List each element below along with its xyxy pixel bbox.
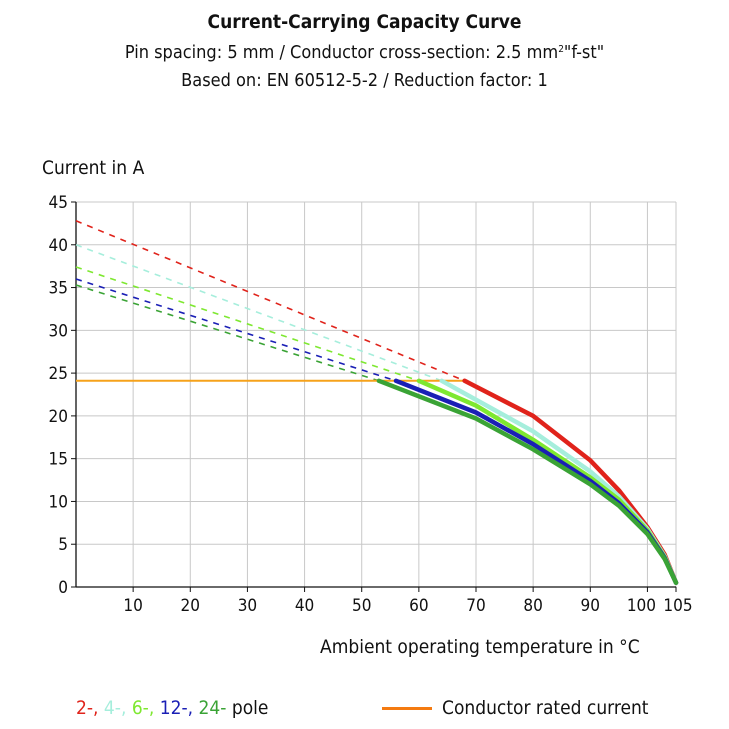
legend-pole-suffix: pole (231, 697, 269, 719)
x-tick-label: 30 (238, 596, 257, 616)
series-12-pole-curve (393, 378, 679, 585)
legend-sep: , (120, 697, 132, 719)
legend-pole-2: 2- (76, 697, 94, 719)
y-tick-label: 0 (58, 578, 68, 598)
legend-rated-current: Conductor rated current (382, 697, 649, 719)
chart-subtitle-1: Pin spacing: 5 mm / Conductor cross-sect… (0, 36, 729, 67)
series-2-pole-dashed (75, 220, 465, 382)
legend-pole-4: 4- (103, 697, 121, 719)
x-tick-label: 70 (466, 596, 485, 616)
y-tick-label: 10 (49, 492, 68, 512)
y-tick-label: 25 (49, 364, 68, 384)
legend-pole-24: 24- (198, 697, 227, 719)
y-tick-label: 40 (49, 236, 68, 256)
subtitle-1-prefix: Pin spacing: 5 mm / Conductor cross-sect… (124, 42, 559, 63)
legend-rated-label: Conductor rated current (442, 697, 649, 719)
legend-sep: , (187, 697, 199, 719)
subtitle-1-suffix: "f-st" (563, 42, 605, 63)
chart-title: Current-Carrying Capacity Curve (207, 11, 522, 33)
x-tick-label: 10 (123, 596, 142, 616)
y-tick-label: 30 (49, 321, 68, 341)
legend-rated-swatch (382, 706, 432, 710)
legend-pole-12: 12- (159, 697, 188, 719)
x-tick-label: 90 (581, 596, 600, 616)
x-axis-label: Ambient operating temperature in °C (320, 636, 640, 658)
y-tick-label: 35 (49, 279, 68, 299)
series-6-pole-dashed (75, 266, 420, 382)
x-tick-label: 40 (295, 596, 314, 616)
y-tick-label: 20 (49, 407, 68, 427)
x-tick-label: 60 (409, 596, 428, 616)
x-tick-label: 100 (627, 596, 656, 616)
x-tick-label: 80 (523, 596, 542, 616)
y-tick-label: 5 (58, 535, 68, 555)
legend-poles: 2-, 4-, 6-, 12-, 24- pole (76, 697, 268, 719)
x-tick-label: 20 (181, 596, 200, 616)
series-12-pole-dashed (75, 278, 397, 382)
legend-sep: , (148, 697, 160, 719)
legend-pole-6: 6- (131, 697, 149, 719)
chart-subtitle-2: Based on: EN 60512-5-2 / Reduction facto… (181, 70, 548, 91)
grid (76, 201, 677, 587)
capacity-curves (376, 378, 679, 585)
chart-header: Current-Carrying Capacity Curve Pin spac… (0, 8, 729, 95)
series-24-pole-dashed (75, 284, 380, 382)
extrapolated-lines (75, 220, 465, 382)
series-24-pole-curve (376, 378, 679, 585)
x-tick-label: 50 (352, 596, 371, 616)
subtitle-1-sup: 2 (558, 44, 564, 55)
y-axis-label: Current in A (42, 157, 145, 179)
x-tick-label: 105 (663, 596, 692, 616)
y-tick-label: 15 (49, 450, 68, 470)
legend-sep: , (93, 697, 104, 719)
series-4-pole-dashed (75, 244, 442, 382)
axes (71, 201, 677, 592)
tick-labels: 0 5 10 15 20 25 30 35 40 45 10 20 30 40 50 60 70 80 90 100 1… (49, 193, 693, 616)
y-tick-label: 45 (49, 193, 68, 213)
